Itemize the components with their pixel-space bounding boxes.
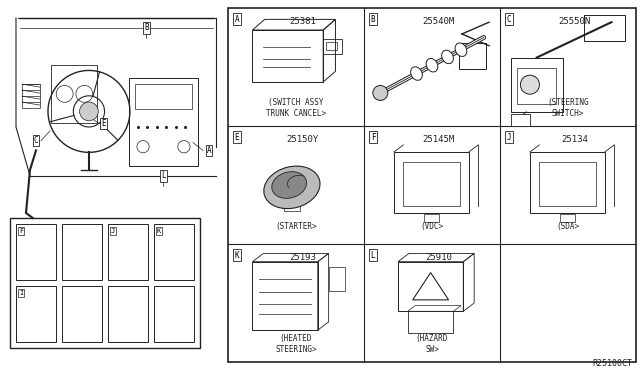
Text: E: E (235, 132, 239, 141)
Bar (16, 224, 56, 280)
Bar (154, 224, 194, 280)
Text: 25145M: 25145M (422, 135, 455, 144)
Text: 25150Y: 25150Y (287, 135, 319, 144)
Text: 25910: 25910 (426, 253, 452, 263)
Text: A: A (207, 146, 211, 155)
Bar (424, 215, 439, 222)
Bar (284, 204, 300, 211)
Bar (323, 39, 342, 54)
Text: B: B (371, 15, 375, 23)
Text: C: C (34, 136, 38, 145)
Bar (329, 267, 345, 291)
Bar (511, 114, 530, 126)
Bar (530, 152, 605, 213)
Bar (108, 286, 148, 342)
Text: 25193: 25193 (289, 253, 316, 263)
Bar (154, 286, 194, 342)
Text: K: K (157, 228, 161, 234)
Ellipse shape (442, 50, 453, 64)
Text: B: B (144, 23, 148, 32)
Text: E: E (102, 119, 106, 128)
Bar (22, 84, 40, 108)
Bar (62, 286, 102, 342)
Text: (STEERING
SWITCH>: (STEERING SWITCH> (547, 98, 589, 118)
Text: J: J (507, 132, 511, 141)
Text: 25550N: 25550N (559, 17, 591, 26)
Text: F: F (19, 228, 23, 234)
Bar (10, 218, 200, 348)
Circle shape (373, 86, 388, 100)
Circle shape (520, 75, 540, 94)
Ellipse shape (455, 43, 467, 57)
Text: 25540M: 25540M (422, 17, 455, 26)
Bar (511, 58, 563, 112)
Text: A: A (235, 15, 239, 23)
Bar (252, 262, 317, 330)
Text: I: I (19, 290, 23, 296)
Bar (129, 78, 198, 166)
Text: R25100CT: R25100CT (592, 359, 632, 369)
Bar (584, 15, 625, 41)
Text: (SDA>: (SDA> (556, 221, 580, 231)
Bar (252, 30, 323, 82)
Bar (228, 8, 636, 362)
Bar (460, 44, 486, 69)
Bar (394, 152, 468, 213)
Bar (403, 162, 460, 206)
Text: (HEATED
STEERING>: (HEATED STEERING> (275, 334, 317, 354)
Bar (108, 224, 148, 280)
Bar (326, 42, 337, 50)
Text: (STARTER>: (STARTER> (275, 221, 317, 231)
Bar (539, 162, 596, 206)
Text: 25134: 25134 (561, 135, 588, 144)
Text: J: J (111, 228, 115, 234)
Ellipse shape (411, 67, 422, 80)
Text: L: L (161, 171, 166, 180)
Text: F: F (371, 132, 375, 141)
Text: C: C (507, 15, 511, 23)
Circle shape (79, 102, 99, 121)
Ellipse shape (426, 58, 438, 72)
Text: (SWITCH ASSY
TRUNK CANCEL>: (SWITCH ASSY TRUNK CANCEL> (266, 98, 326, 118)
Text: (HAZARD
SW>: (HAZARD SW> (416, 334, 448, 354)
Bar (51, 65, 97, 123)
Bar (135, 84, 192, 109)
Bar (16, 286, 56, 342)
Ellipse shape (272, 171, 307, 198)
Bar (398, 262, 463, 311)
Text: L: L (371, 250, 375, 260)
Bar (408, 311, 454, 333)
Bar (517, 68, 556, 104)
Bar (62, 224, 102, 280)
Ellipse shape (264, 166, 320, 209)
Text: (VDC>: (VDC> (420, 221, 444, 231)
Text: 25381: 25381 (289, 17, 316, 26)
Text: K: K (235, 250, 239, 260)
Bar (560, 215, 575, 222)
